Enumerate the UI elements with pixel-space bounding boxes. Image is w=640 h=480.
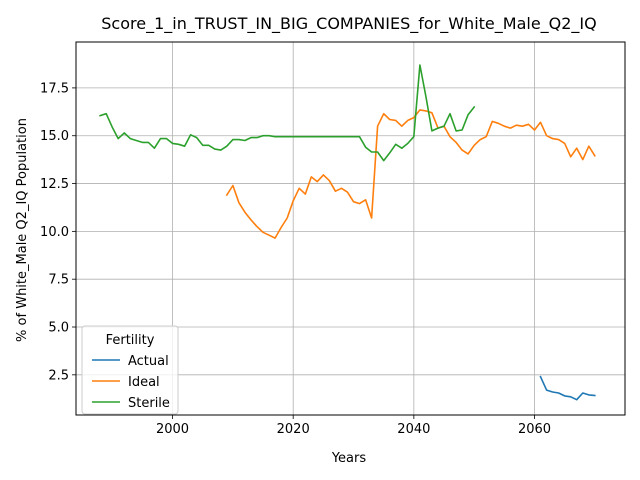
legend-box	[81, 325, 179, 415]
legend-label-ideal: Ideal	[128, 375, 160, 390]
legend-label-actual: Actual	[128, 354, 169, 369]
chart-title: Score_1_in_TRUST_IN_BIG_COMPANIES_for_Wh…	[101, 14, 597, 34]
series-line-actual	[539, 375, 596, 401]
x-tick-label: 2000	[156, 422, 189, 437]
y-tick-label: 7.5	[48, 273, 69, 288]
legend: Fertility Actual Ideal Sterile	[81, 325, 179, 415]
y-tick-label: 12.5	[40, 177, 69, 192]
y-tick-label: 5.0	[48, 321, 69, 336]
y-tick-label: 10.0	[40, 225, 69, 240]
y-tick-label: 15.0	[40, 129, 69, 144]
grid-layer	[76, 42, 625, 415]
legend-title: Fertility	[106, 333, 155, 348]
x-tick-label: 2020	[277, 422, 310, 437]
plot-area-frame	[75, 41, 626, 416]
series-line-sterile	[99, 64, 476, 162]
x-axis-label: Years	[331, 451, 367, 466]
ticks-layer: 2000 2020 2040 2060 2.5 5.0 7.5 10.0 12.5 15.0 17.…	[40, 81, 551, 437]
series-line-ideal	[225, 109, 596, 239]
y-axis-label: % of White_Male Q2_IQ Population	[15, 118, 30, 342]
x-tick-label: 2040	[397, 422, 430, 437]
y-tick-label: 17.5	[40, 81, 69, 96]
series-layer	[99, 64, 596, 401]
y-tick-label: 2.5	[48, 368, 69, 383]
legend-label-sterile: Sterile	[128, 396, 170, 411]
x-tick-label: 2060	[518, 422, 551, 437]
